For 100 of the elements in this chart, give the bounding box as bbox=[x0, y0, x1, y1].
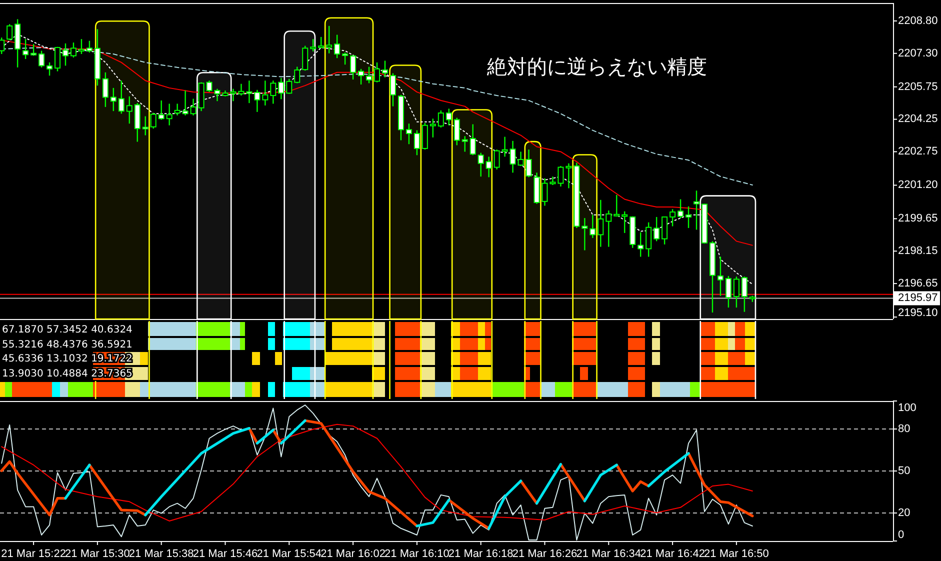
candlestick bbox=[46, 62, 53, 76]
candlestick bbox=[590, 214, 596, 239]
candlestick bbox=[134, 102, 140, 142]
candlestick bbox=[518, 151, 524, 167]
y-tick-label: 2205.75 bbox=[898, 80, 938, 93]
candlestick bbox=[70, 42, 76, 58]
y-tick-label: 2195.10 bbox=[898, 306, 938, 319]
candlestick bbox=[725, 275, 732, 308]
candlestick bbox=[118, 80, 124, 114]
candlestick bbox=[174, 103, 180, 116]
candlestick bbox=[510, 140, 516, 174]
candlestick bbox=[150, 112, 156, 130]
candlestick bbox=[270, 80, 276, 104]
candlestick bbox=[110, 87, 116, 112]
annotation: 絶対的に逆らえない精度 bbox=[486, 54, 707, 78]
candlestick bbox=[566, 162, 572, 189]
candlestick bbox=[662, 216, 668, 246]
candlestick bbox=[78, 38, 84, 55]
candlestick bbox=[598, 199, 604, 248]
candlestick bbox=[86, 40, 92, 54]
candlestick bbox=[358, 68, 364, 86]
y-tick-label: 0 bbox=[898, 528, 904, 541]
candlestick bbox=[286, 78, 292, 94]
candlestick bbox=[294, 66, 300, 84]
candlestick bbox=[733, 276, 740, 308]
candlestick bbox=[550, 176, 556, 186]
candlestick bbox=[526, 148, 532, 178]
y-tick-label: 20 bbox=[898, 506, 910, 519]
text: 67.1870 57.3452 40.6324 bbox=[2, 324, 132, 336]
candlestick bbox=[254, 89, 260, 113]
candlestick bbox=[182, 90, 188, 116]
x-tick-label: 21 Mar 15:30 bbox=[65, 548, 130, 560]
candlestick bbox=[350, 55, 356, 80]
candlestick bbox=[126, 96, 132, 124]
candlestick bbox=[246, 80, 252, 104]
ref-line-label: 2195.97 bbox=[898, 292, 938, 304]
candlestick bbox=[54, 46, 61, 72]
candlestick bbox=[606, 210, 612, 248]
candlestick bbox=[462, 136, 468, 152]
candlestick bbox=[654, 216, 660, 242]
y-tick-label: 2204.25 bbox=[898, 113, 938, 126]
candlestick bbox=[382, 60, 388, 78]
x-tick-label: 21 Mar 16:26 bbox=[512, 548, 578, 560]
candlestick bbox=[486, 156, 492, 178]
candlestick bbox=[670, 208, 676, 227]
candlestick bbox=[238, 83, 244, 96]
x-tick-label: 21 Mar 16:02 bbox=[320, 548, 386, 560]
y-tick-label: 2196.65 bbox=[898, 277, 938, 290]
x-tick-label: 21 Mar 15:38 bbox=[128, 548, 194, 560]
candlestick bbox=[438, 110, 444, 128]
y-tick-label: 80 bbox=[898, 422, 910, 435]
candlestick bbox=[22, 38, 29, 60]
candlestick bbox=[406, 123, 412, 145]
candlestick bbox=[414, 130, 420, 156]
candlestick bbox=[638, 232, 644, 258]
candlestick bbox=[158, 100, 164, 120]
candlestick bbox=[38, 50, 45, 68]
x-tick-label: 21 Mar 15:22 bbox=[1, 548, 66, 560]
candlestick bbox=[686, 206, 692, 229]
y-tick-label: 2198.15 bbox=[898, 245, 938, 258]
candlestick bbox=[558, 165, 564, 188]
y-tick-label: 2199.65 bbox=[898, 212, 938, 225]
candlestick bbox=[430, 118, 436, 138]
y-tick-label: 2201.20 bbox=[898, 179, 938, 192]
candlestick bbox=[614, 194, 620, 217]
x-tick-label: 21 Mar 16:42 bbox=[640, 548, 705, 560]
x-tick-label: 21 Mar 16:34 bbox=[576, 548, 642, 560]
candlestick bbox=[102, 72, 108, 108]
candlestick bbox=[366, 66, 372, 84]
y-tick-label: 2202.75 bbox=[898, 146, 938, 158]
y-tick-label: 50 bbox=[898, 464, 910, 477]
candlestick bbox=[622, 210, 628, 234]
candlestick bbox=[646, 222, 652, 258]
candlestick bbox=[166, 103, 172, 126]
candlestick bbox=[446, 108, 452, 126]
candlestick bbox=[502, 136, 508, 158]
candlestick bbox=[678, 198, 684, 219]
y-tick-label: 2208.80 bbox=[898, 14, 938, 27]
candlestick bbox=[310, 38, 316, 52]
candlestick bbox=[470, 124, 476, 156]
candlestick bbox=[494, 148, 500, 170]
candlestick bbox=[278, 77, 284, 100]
candlestick bbox=[422, 122, 428, 150]
candlestick bbox=[478, 152, 484, 178]
candlestick bbox=[206, 80, 212, 93]
y-tick-label: 2207.30 bbox=[898, 47, 938, 60]
candlestick bbox=[390, 72, 396, 107]
x-tick-label: 21 Mar 15:46 bbox=[192, 548, 258, 560]
candlestick bbox=[0, 36, 5, 55]
candlestick bbox=[454, 117, 460, 146]
candlestick bbox=[694, 190, 700, 230]
candlestick bbox=[62, 42, 68, 66]
candlestick bbox=[190, 98, 196, 116]
candlestick bbox=[6, 24, 13, 41]
candlestick bbox=[342, 52, 348, 66]
candlestick bbox=[230, 88, 236, 102]
text: 55.3216 48.4376 36.5921 bbox=[2, 340, 132, 351]
candlestick bbox=[374, 62, 380, 83]
y-tick-label: 100 bbox=[898, 402, 916, 414]
x-tick-label: 21 Mar 16:10 bbox=[384, 548, 450, 560]
